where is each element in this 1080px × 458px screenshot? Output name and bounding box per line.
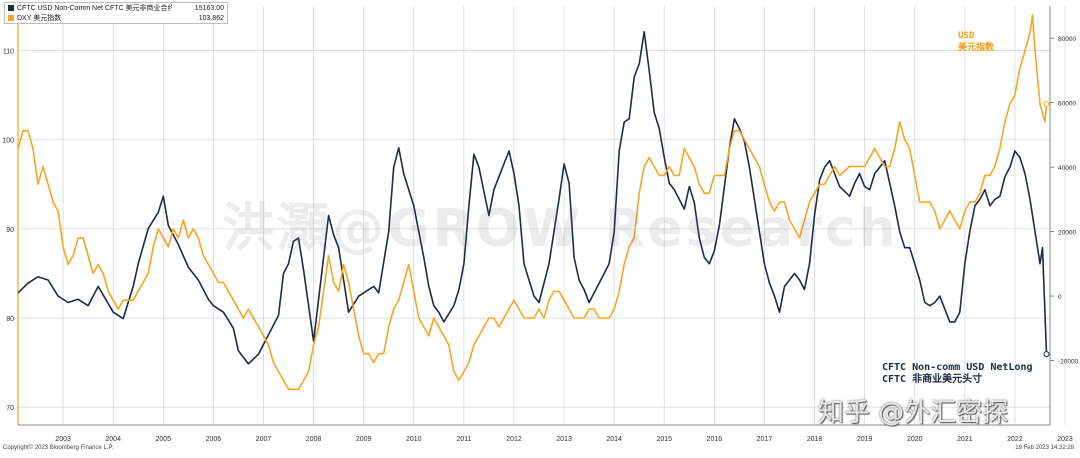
y-right-tick-label: -20000 xyxy=(1058,359,1079,366)
footer-timestamp: 19 Feb 2023 14:32:28 xyxy=(1015,445,1074,451)
legend: CFTC USD Non-Comm Net CFTC 美元非商业合约 15163… xyxy=(4,2,228,24)
x-tick-label: 2009 xyxy=(356,436,372,443)
legend-label-dxy: DXY 美元指数 xyxy=(17,15,62,22)
axes xyxy=(17,6,1054,426)
usd-annotation-line2: 美元指数 xyxy=(958,43,995,53)
series-lines xyxy=(17,14,1050,391)
y-right-tick-label: 60000 xyxy=(1058,101,1076,108)
x-tick-label: 2008 xyxy=(306,436,322,443)
cftc-annotation: CFTC Non-comm USD NetLong CFTC 非商业美元头寸 xyxy=(882,362,1033,386)
y-left-tick-label: 70 xyxy=(6,405,14,412)
legend-value-cftc: 15163.00 xyxy=(194,4,224,12)
x-tick-label: 2016 xyxy=(707,436,723,443)
footer-copyright: Copyright© 2023 Bloomberg Finance L.P. xyxy=(3,445,114,451)
cftc-annotation-line1: CFTC Non-comm USD NetLong xyxy=(882,362,1033,373)
legend-value-dxy: 103.862 xyxy=(198,14,224,22)
watermark-text: 洪灝@GROW Research xyxy=(222,199,899,259)
y-right-tick-label: 0 xyxy=(1058,294,1062,301)
x-tick-label: 2021 xyxy=(957,436,973,443)
x-tick-label: 2017 xyxy=(757,436,773,443)
x-tick-label: 2013 xyxy=(556,436,572,443)
y-left-tick-label: 80 xyxy=(6,316,14,323)
usd-annotation: USD 美元指数 xyxy=(958,30,994,54)
x-tick-label: 2018 xyxy=(807,436,823,443)
x-tick-label: 2005 xyxy=(155,436,171,443)
x-tick-label: 2022 xyxy=(1007,436,1023,443)
x-tick-label: 2019 xyxy=(857,436,873,443)
y-left-tick-label: 90 xyxy=(6,227,14,234)
x-tick-label: 2004 xyxy=(105,436,121,443)
y-left-tick-label: 110 xyxy=(3,49,14,56)
legend-item-dxy: DXY 美元指数 103.862 xyxy=(5,13,227,23)
legend-swatch-dxy xyxy=(8,15,14,21)
y-left-tick-label: 100 xyxy=(2,138,14,145)
x-tick-label: 2023 xyxy=(1057,436,1073,443)
y-right-tick-label: 20000 xyxy=(1058,230,1076,237)
x-tick-label: 2007 xyxy=(256,436,272,443)
x-tick-label: 2014 xyxy=(606,436,622,443)
x-tick-label: 2010 xyxy=(406,436,422,443)
y-right-tick-label: 80000 xyxy=(1058,36,1076,43)
series-end-marker xyxy=(1043,351,1050,358)
usd-annotation-line1: USD xyxy=(958,31,975,41)
legend-swatch-cftc xyxy=(8,5,14,11)
x-tick-label: 2011 xyxy=(456,436,471,443)
legend-label-cftc: CFTC USD Non-Comm Net CFTC 美元非商业合约 xyxy=(17,5,172,12)
x-tick-label: 2003 xyxy=(55,436,71,443)
y-right-tick-label: 40000 xyxy=(1058,165,1076,172)
series-end-marker xyxy=(1043,101,1050,108)
cftc-series-line xyxy=(17,30,1048,365)
x-tick-label: 2012 xyxy=(506,436,522,443)
tick-labels: 2003 2004 2005 2006 2007 2008 2009 2010 2011 2012… xyxy=(2,36,1078,443)
dxy-series-line xyxy=(17,14,1048,391)
legend-item-cftc: CFTC USD Non-Comm Net CFTC 美元非商业合约 15163… xyxy=(5,3,227,13)
x-tick-label: 2020 xyxy=(907,436,923,443)
cftc-annotation-line2: CFTC 非商业美元头寸 xyxy=(882,374,983,385)
zhihu-watermark: 知乎 @外汇密探 xyxy=(818,398,1009,428)
x-tick-label: 2015 xyxy=(656,436,672,443)
x-tick-label: 2006 xyxy=(206,436,222,443)
gridlines xyxy=(18,6,1066,425)
